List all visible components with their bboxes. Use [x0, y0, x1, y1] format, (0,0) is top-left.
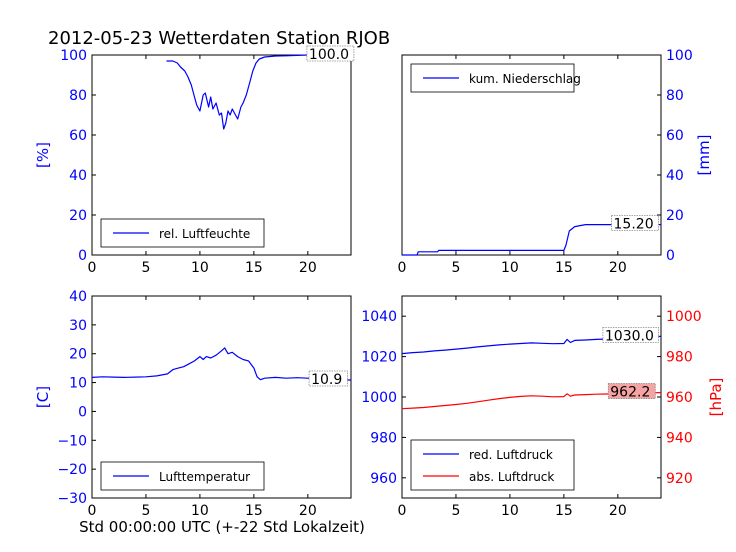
y-tick-label: 40 — [666, 168, 684, 184]
y-tick-label: 60 — [666, 128, 684, 144]
y-axis-label: [%] — [34, 142, 52, 168]
y-tick-label: 0 — [78, 404, 87, 420]
annotation-label: 962.2 — [610, 385, 650, 401]
y-tick-label-right: 940 — [666, 430, 693, 446]
x-tick-label: 5 — [451, 503, 460, 519]
y-tick-label: 1000 — [361, 390, 397, 406]
x-tick-label: 0 — [88, 503, 97, 519]
legend-label: kum. Niederschlag — [469, 72, 581, 86]
annotation-box — [602, 326, 659, 343]
x-tick-label: 10 — [191, 503, 209, 519]
y-tick-label-right: 960 — [666, 390, 693, 406]
x-tick-label: 20 — [609, 503, 627, 519]
x-tick-label: 5 — [451, 260, 460, 276]
y-tick-label: 1020 — [361, 350, 397, 366]
y-tick-label-right: 920 — [666, 471, 693, 487]
annotation-label: 1030.0 — [605, 328, 654, 344]
y-tick-label: 20 — [69, 347, 87, 363]
x-tick-label: 5 — [141, 503, 150, 519]
y-tick-label: −30 — [57, 491, 87, 507]
annotation-label: 15.20 — [614, 217, 654, 233]
y-tick-label-right: 980 — [666, 350, 693, 366]
y-tick-label: 40 — [69, 168, 87, 184]
x-tick-label: 20 — [299, 260, 317, 276]
panel-temperature: 0 5 10 15 20 −30 −20 −10 0 10 20 30 40 [C] 10.9 Lufttem… — [34, 289, 352, 519]
y-tick-label: 980 — [370, 430, 397, 446]
y-axis-label: [C] — [34, 386, 52, 408]
annotation-box — [611, 215, 659, 232]
annotation-label: 100.0 — [309, 47, 349, 63]
y-tick-label: 80 — [69, 88, 87, 104]
series-line-temperature-0 — [91, 347, 352, 381]
figure-title: 2012-05-23 Wetterdaten Station RJOB — [48, 28, 390, 49]
y-tick-label: 40 — [69, 289, 87, 305]
y-tick-label-right: 1000 — [666, 309, 702, 325]
annotation-label: 10.9 — [311, 372, 342, 388]
y-tick-label: 10 — [69, 376, 87, 392]
x-tick-label: 10 — [191, 260, 209, 276]
y-tick-label: 20 — [666, 208, 684, 224]
y-tick-label: 0 — [78, 248, 87, 264]
annotation-box — [308, 370, 348, 387]
y-tick-label: −10 — [57, 433, 87, 449]
series-line-precip-0 — [402, 224, 661, 256]
y-tick-label: −20 — [57, 462, 87, 478]
x-tick-label: 15 — [555, 503, 573, 519]
legend-label: Lufttemperatur — [159, 470, 250, 484]
x-tick-label: 20 — [299, 503, 317, 519]
x-tick-label: 5 — [141, 260, 150, 276]
x-tick-label: 15 — [245, 260, 263, 276]
y-tick-label: 960 — [370, 471, 397, 487]
annotation-box — [607, 383, 656, 399]
legend-box — [410, 439, 575, 491]
y-tick-label: 1040 — [361, 309, 397, 325]
legend-label: abs. Luftdruck — [469, 470, 554, 484]
panel-pressure: 0 5 10 15 20 960 980 1000 1020 1040 920 940 960 980 10… — [361, 295, 725, 519]
x-tick-label: 0 — [398, 260, 407, 276]
y-tick-label: 20 — [69, 208, 87, 224]
x-tick-label: 10 — [501, 503, 519, 519]
figure-xlabel: Std 00:00:00 UTC (+-22 Std Lokalzeit) — [79, 518, 365, 536]
legend-label: red. Luftdruck — [469, 448, 553, 462]
y-tick-label: 80 — [666, 88, 684, 104]
series-line-humidity-0 — [166, 54, 351, 130]
y-tick-label: 100 — [666, 48, 693, 64]
y-axis-label: [hPa] — [707, 378, 725, 417]
legend-label: rel. Luftfeuchte — [159, 227, 250, 241]
x-tick-label: 0 — [88, 260, 97, 276]
y-axis-label: [mm] — [695, 135, 713, 176]
y-tick-label: 30 — [69, 318, 87, 334]
y-tick-label: 60 — [69, 128, 87, 144]
y-tick-label: 100 — [60, 48, 87, 64]
x-tick-label: 0 — [398, 503, 407, 519]
panel-precip: 0 5 10 15 20 0 20 40 60 80 100 [mm] 15.20 kum. Nieder… — [398, 48, 713, 276]
x-tick-label: 10 — [501, 260, 519, 276]
panel-humidity: 0 5 10 15 20 0 20 40 60 80 100 [%] 100.0 rel. Luftfeu… — [34, 45, 355, 276]
x-tick-label: 15 — [555, 260, 573, 276]
x-tick-label: 20 — [609, 260, 627, 276]
annotation-box — [306, 45, 355, 62]
y-tick-label: 0 — [666, 248, 675, 264]
x-tick-label: 15 — [245, 503, 263, 519]
